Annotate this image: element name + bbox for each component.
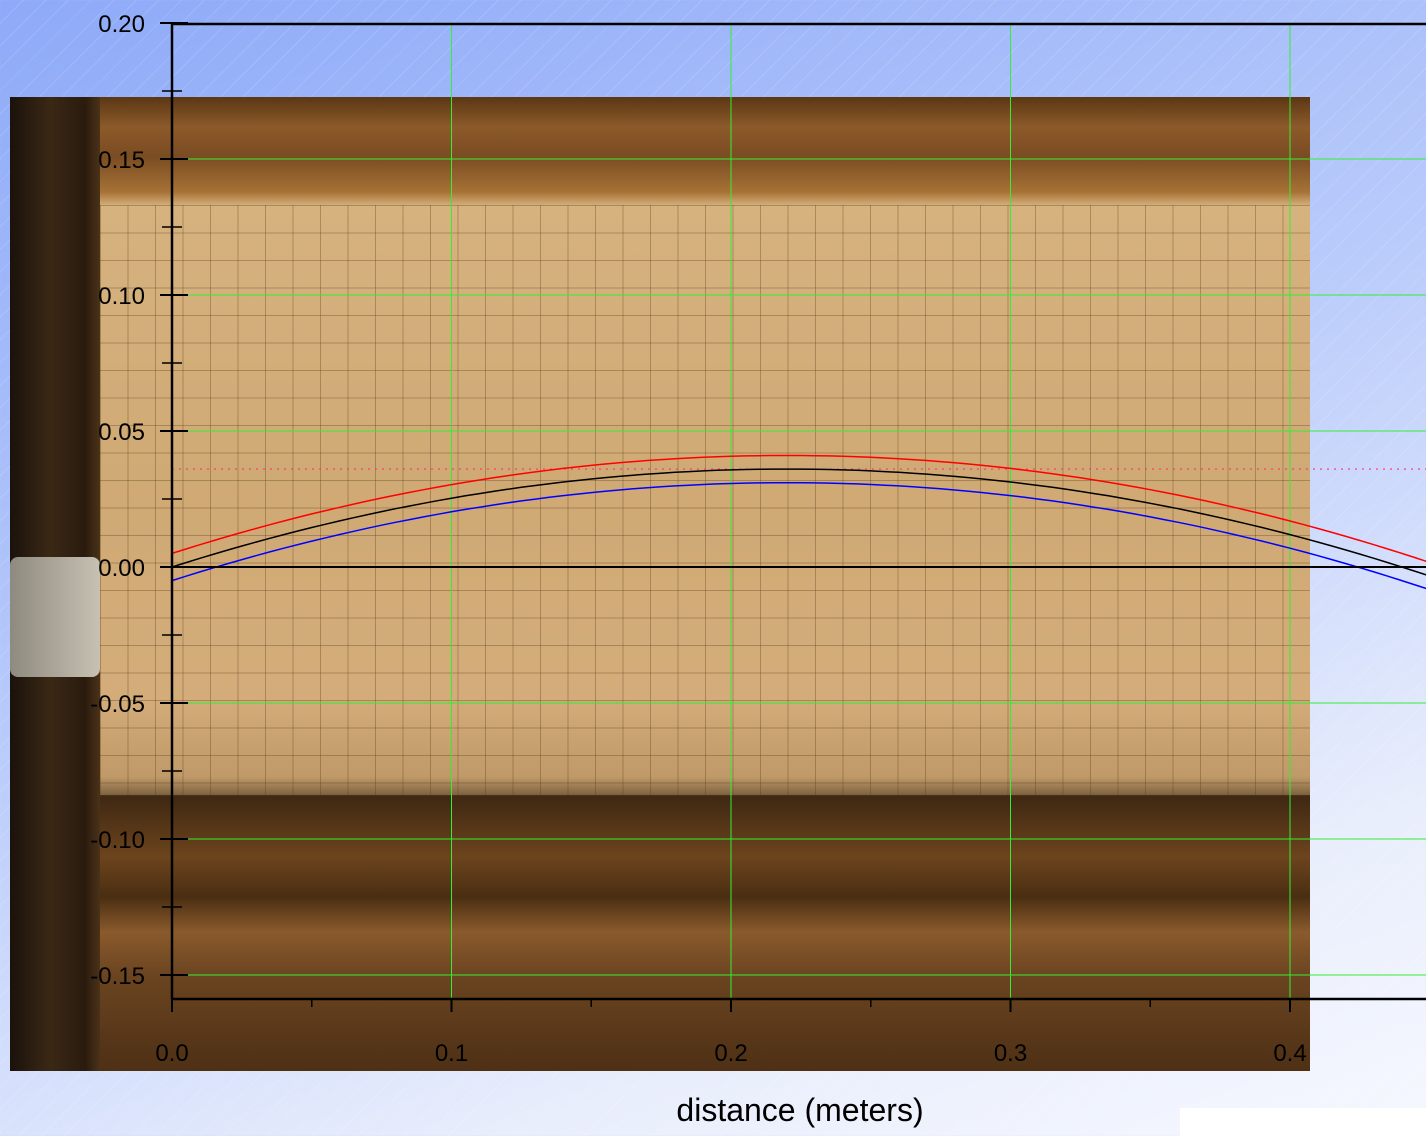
y-tick-label: 0.20	[98, 11, 145, 38]
fit-curve-line	[171, 481, 1426, 590]
y-tick-label: -0.10	[90, 827, 145, 854]
y-tick-label: -0.15	[90, 963, 145, 990]
y-tick-label: 0.10	[98, 283, 145, 310]
x-tick-label: 0.0	[155, 1040, 188, 1067]
photo-graph-paper	[100, 205, 1310, 795]
y-tick-label: 0.15	[98, 147, 145, 174]
y-tick-label: 0.05	[98, 419, 145, 446]
fit-curve-line	[171, 468, 1426, 576]
axes	[170, 22, 1426, 1001]
y-tick-label: 0.00	[98, 555, 145, 582]
x-tick-label: 0.3	[994, 1040, 1027, 1067]
x-axis-ticks: 0.0 0.1 0.2 0.3 0.4	[155, 999, 1307, 1067]
y-tick-label: -0.05	[90, 691, 145, 718]
background-photo	[10, 97, 1310, 1071]
x-tick-label: 0.4	[1273, 1040, 1306, 1067]
white-corner-box	[1180, 1108, 1426, 1136]
fit-curves	[171, 454, 1426, 590]
y-axis-ticks: 0.20 0.15 0.10 0.05 0.00 -0.05 -0.10 -0.15	[90, 11, 188, 990]
fit-curve-line	[171, 454, 1426, 563]
x-axis-label: distance (meters)	[676, 1092, 924, 1128]
grid-lines	[188, 24, 1426, 999]
x-tick-label: 0.2	[714, 1040, 747, 1067]
x-tick-label: 0.1	[435, 1040, 468, 1067]
photo-nozzle	[10, 557, 100, 677]
